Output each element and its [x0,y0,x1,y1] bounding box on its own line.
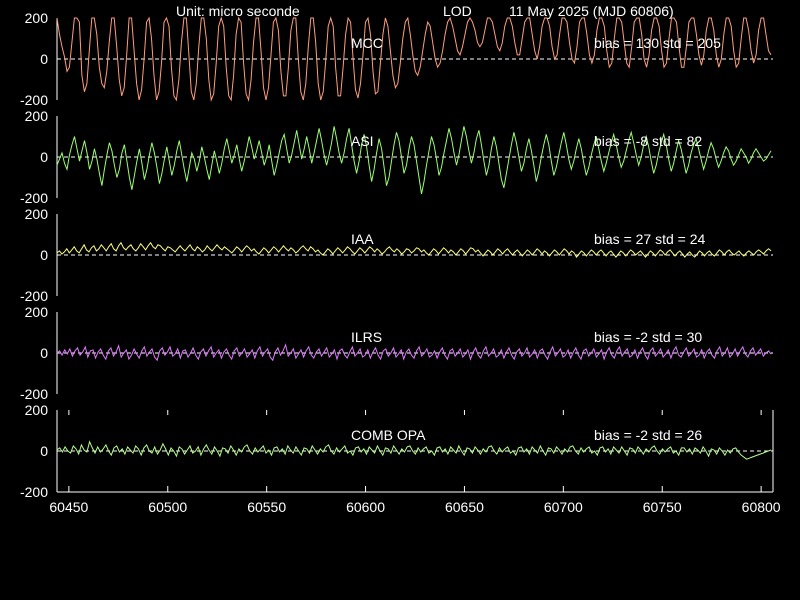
x-tick-label: 60550 [247,499,286,515]
quantity-label: LOD [443,3,472,19]
y-tick-label: 200 [25,108,49,124]
y-tick-label: 200 [25,304,49,320]
y-tick-label: 200 [25,402,49,418]
y-tick-label: 200 [25,10,49,26]
panel-stats: bias = -2 std = 30 [594,329,702,345]
y-tick-label: 0 [40,247,48,263]
y-tick-label: 200 [25,206,49,222]
panel-asi: 200 0 -200 ASI bias = -8 std = 82 [20,108,773,206]
panel-name: COMB OPA [351,427,426,443]
date-label: 11 May 2025 (MJD 60806) [509,3,674,19]
y-tick-label: 0 [40,443,48,459]
x-tick-label: 60500 [148,499,187,515]
panel-stats: bias = 130 std = 205 [594,35,721,51]
panel-name: MCC [351,35,383,51]
y-tick-label: 0 [40,149,48,165]
y-tick-label: -200 [20,386,48,402]
y-tick-label: -200 [20,484,48,500]
panel-ilrs: 200 0 -200 ILRS bias = -2 std = 30 [20,304,773,402]
x-tick-label: 60750 [643,499,682,515]
y-tick-label: -200 [20,288,48,304]
y-tick-label: 0 [40,345,48,361]
panel-iaa: 200 0 -200 IAA bias = 27 std = 24 [20,206,773,304]
series-line [56,241,772,258]
x-axis: 60450 60500 60550 60600 60650 60700 60750 60800 [49,410,781,515]
panel-name: ILRS [351,329,382,345]
panel-stats: bias = -2 std = 26 [594,427,702,443]
unit-label: Unit: micro seconde [176,3,300,19]
panels: 200 0 -200 MCC bias = 130 std = 205 200 0 -200 A… [20,10,773,500]
panel-name: ASI [351,133,374,149]
panel-stats: bias = 27 std = 24 [594,231,706,247]
series-line [56,16,772,102]
y-tick-label: -200 [20,92,48,108]
y-tick-label: -200 [20,190,48,206]
panel-name: IAA [351,231,374,247]
panel-stats: bias = -8 std = 82 [594,133,702,149]
x-tick-label: 60650 [445,499,484,515]
series-line [56,126,772,194]
y-tick-label: 0 [40,51,48,67]
x-tick-label: 60800 [742,499,781,515]
series-line [56,343,772,362]
x-tick-label: 60600 [346,499,385,515]
x-tick-label: 60450 [49,499,88,515]
series-line [56,440,772,460]
panel-mcc: 200 0 -200 MCC bias = 130 std = 205 [20,10,773,108]
panel-comb-opa: 200 0 -200 COMB OPA bias = -2 std = 26 [20,402,773,500]
x-tick-label: 60700 [544,499,583,515]
